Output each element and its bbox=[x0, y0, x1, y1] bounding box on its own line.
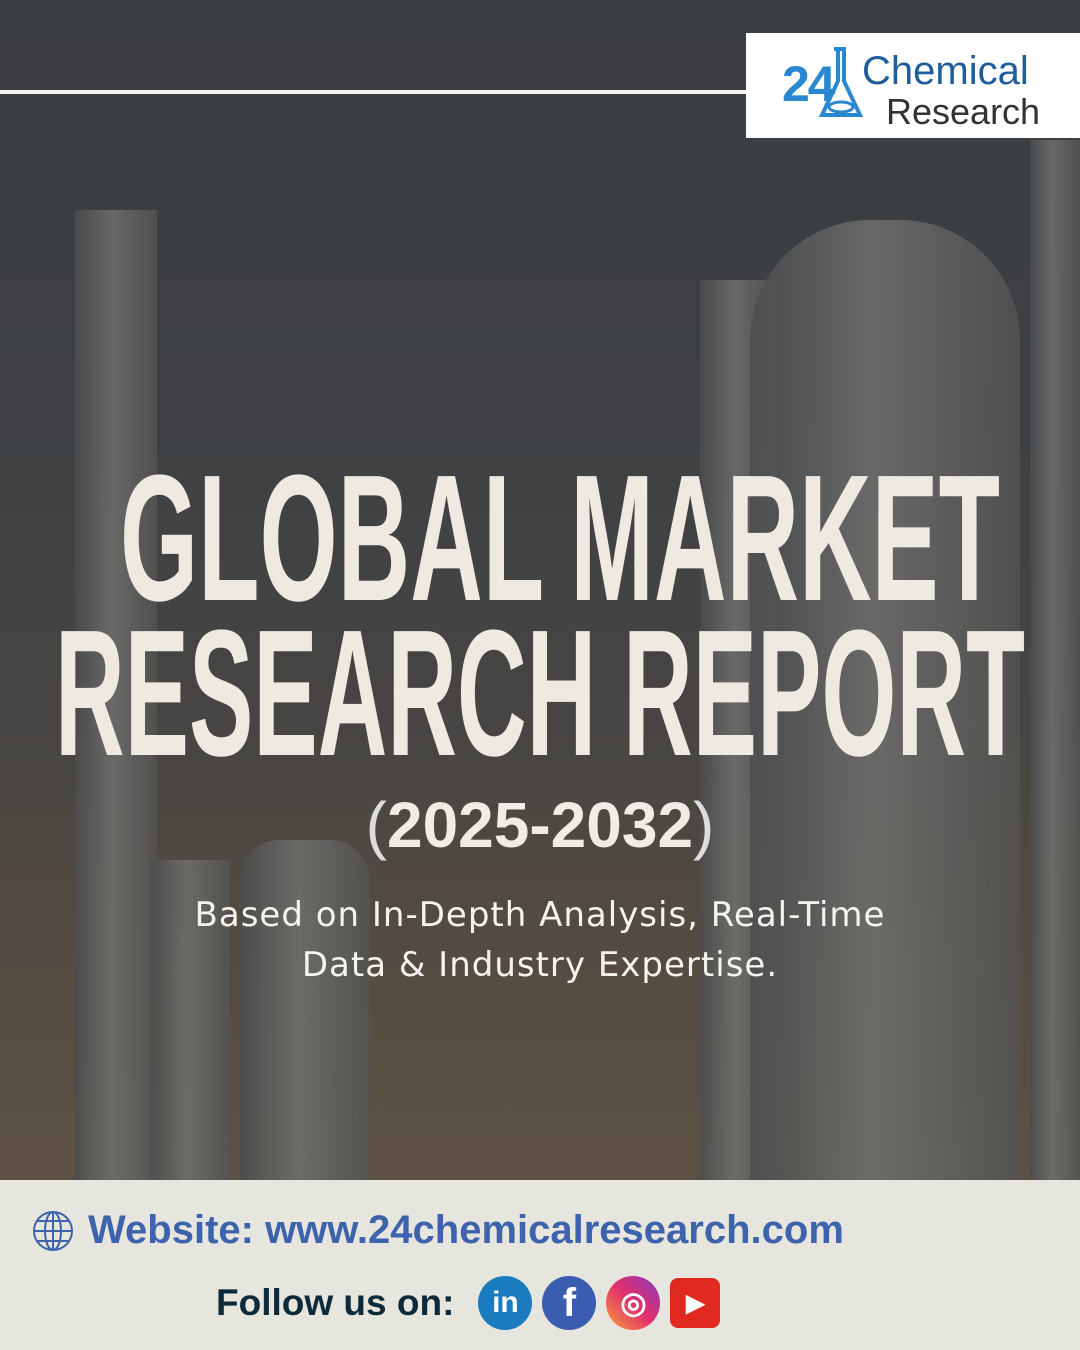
overlay bbox=[0, 0, 1080, 1180]
follow-label: Follow us on: bbox=[216, 1282, 455, 1323]
linkedin-icon[interactable]: in bbox=[478, 1276, 533, 1330]
tank bbox=[150, 860, 230, 1180]
year-text: 2025-2032 bbox=[386, 789, 694, 861]
title-line-1: GLOBAL MARKET bbox=[120, 440, 1000, 639]
chimney bbox=[1030, 140, 1080, 1180]
chimney bbox=[75, 210, 157, 1180]
social-links: Follow us on: in f ◎ ▶ bbox=[216, 1276, 721, 1330]
tank bbox=[750, 220, 1020, 1180]
title-line-2: RESEARCH REPORT bbox=[55, 593, 1025, 780]
website-link[interactable]: Website: www.24chemicalresearch.com bbox=[32, 1208, 844, 1253]
youtube-icon[interactable]: ▶ bbox=[670, 1278, 721, 1328]
company-logo[interactable]: 24 Chemical Research bbox=[746, 33, 1080, 138]
subtitle: Data & Industry Expertise. bbox=[301, 945, 779, 985]
footer: Website: www.24chemicalresearch.com Foll… bbox=[0, 1180, 1080, 1350]
logo-text: Research bbox=[886, 91, 1041, 132]
logo-text: Chemical bbox=[862, 49, 1029, 93]
tank bbox=[240, 840, 370, 1180]
instagram-icon[interactable]: ◎ bbox=[606, 1276, 661, 1330]
paren-open: ( bbox=[365, 789, 387, 861]
subtitle: Based on In-Depth Analysis, Real-Time bbox=[194, 895, 886, 935]
facebook-icon[interactable]: f bbox=[542, 1276, 597, 1330]
globe-icon bbox=[33, 1210, 73, 1251]
paren-close: ) bbox=[693, 789, 715, 861]
title-block: GLOBAL MARKET RESEARCH REPORT bbox=[55, 440, 1025, 780]
website-text[interactable]: Website: www.24chemicalresearch.com bbox=[88, 1208, 844, 1252]
flask-icon bbox=[818, 47, 864, 117]
hero-background bbox=[0, 0, 1080, 1180]
year-range: (2025-2032) bbox=[0, 788, 1080, 862]
divider-line bbox=[0, 90, 750, 94]
